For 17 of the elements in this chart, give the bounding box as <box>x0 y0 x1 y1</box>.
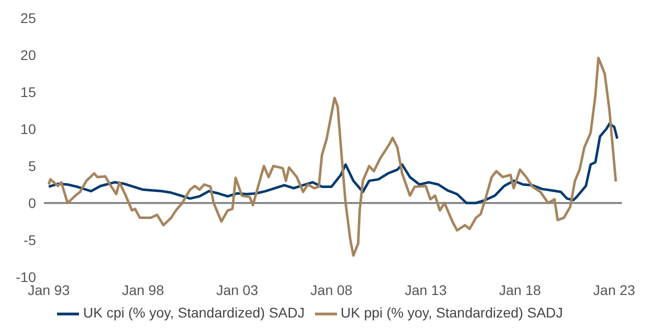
x-tick-label: Jan 03 <box>216 282 258 298</box>
line-series <box>48 56 618 257</box>
y-tick-label: 15 <box>20 84 36 100</box>
x-tick-label: Jan 08 <box>310 282 353 298</box>
y-tick-label: 20 <box>20 46 36 63</box>
y-tick-label: 25 <box>20 10 36 26</box>
x-tick-label: Jan 13 <box>404 282 447 298</box>
y-tick-label: 0 <box>28 194 36 211</box>
legend-label: UK ppi (% yoy, Standardized) SADJ <box>340 304 563 321</box>
y-tick-label: -5 <box>24 232 36 248</box>
x-tick-label: Jan 18 <box>498 282 542 298</box>
y-tick-label: 5 <box>28 158 36 174</box>
line-series <box>48 122 618 204</box>
y-tick-label: 10 <box>20 120 36 137</box>
legend-label: UK cpi (% yoy, Standardized) SADJ <box>83 304 305 321</box>
x-tick-label: Jan 23 <box>593 282 636 298</box>
x-tick-label: Jan 98 <box>122 282 164 298</box>
